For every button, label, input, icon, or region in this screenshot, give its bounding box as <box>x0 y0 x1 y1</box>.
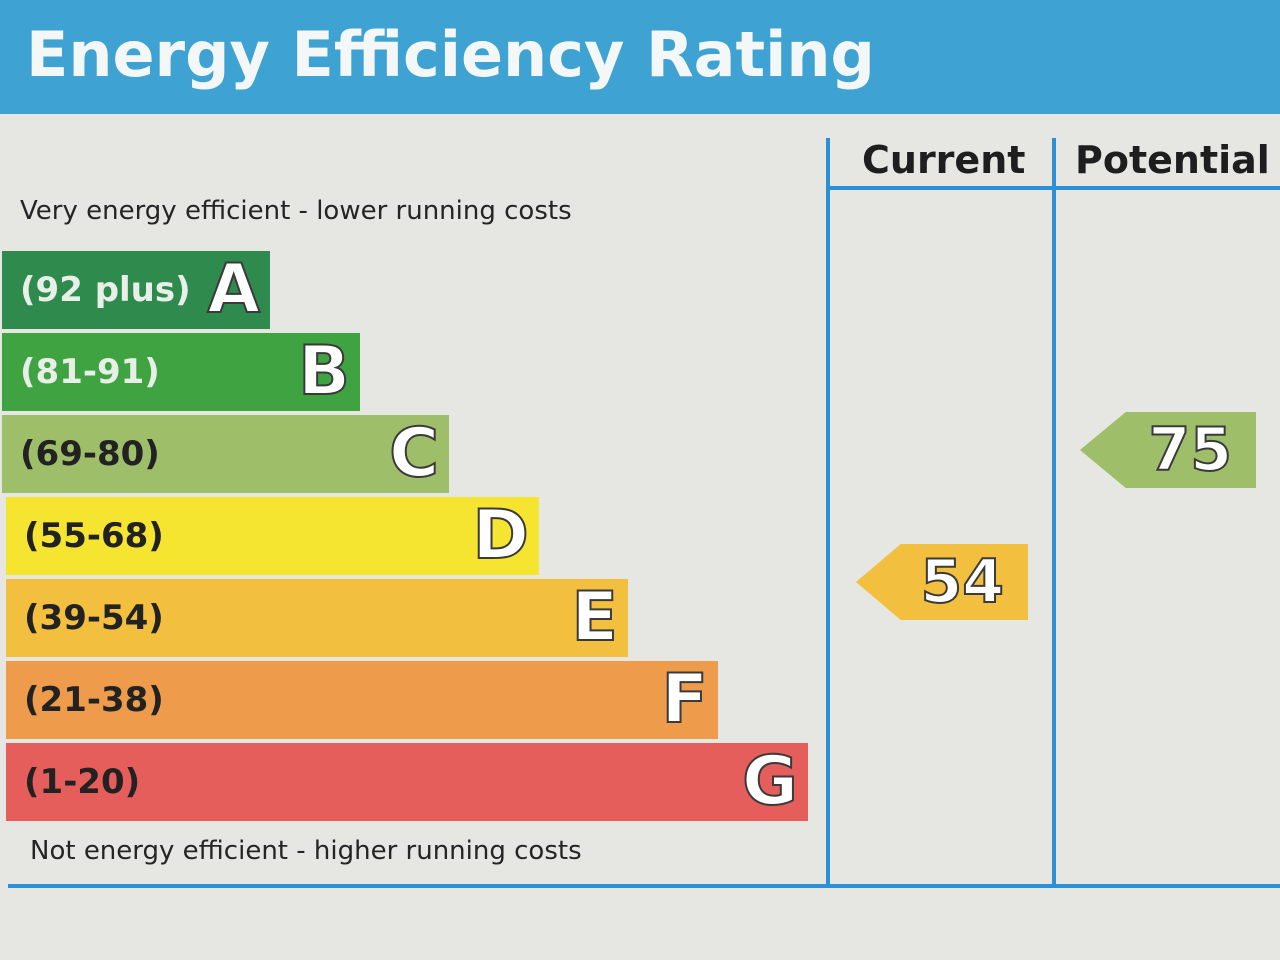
band-letter: C <box>388 414 440 493</box>
bottom-border <box>8 884 1280 888</box>
current-column-right-border <box>1052 138 1056 886</box>
column-header-underline <box>826 186 1280 190</box>
current-column-left-border <box>826 138 830 886</box>
band-g: (1-20) G <box>6 743 808 821</box>
band-e: (39-54) E <box>6 579 628 657</box>
band-f: (21-38) F <box>6 661 718 739</box>
band-letter: G <box>741 742 799 821</box>
band-letter: F <box>661 660 709 739</box>
band-b: (81-91) B <box>2 333 360 411</box>
band-range-label: (69-80) <box>20 434 160 474</box>
band-d: (55-68) D <box>6 497 539 575</box>
band-range-label: (55-68) <box>24 516 164 556</box>
top-caption: Very energy efficient - lower running co… <box>20 196 572 226</box>
band-range-label: (21-38) <box>24 680 164 720</box>
band-range-label: (39-54) <box>24 598 164 638</box>
band-letter: A <box>206 250 261 329</box>
potential-column-header: Potential <box>1075 138 1270 182</box>
band-letter: D <box>472 496 530 575</box>
header-bar: Energy Efficiency Rating <box>0 0 1280 114</box>
band-letter: E <box>571 578 619 657</box>
potential-rating-value: 75 <box>1148 415 1233 485</box>
band-range-label: (1-20) <box>24 762 141 802</box>
band-range-label: (81-91) <box>20 352 160 392</box>
band-range-label: (92 plus) <box>20 270 191 310</box>
band-letter: B <box>297 332 351 411</box>
band-c: (69-80) C <box>2 415 449 493</box>
bottom-caption: Not energy efficient - higher running co… <box>30 836 582 866</box>
chart-title: Energy Efficiency Rating <box>26 18 875 91</box>
current-column-header: Current <box>862 138 1026 182</box>
current-rating-value: 54 <box>920 547 1005 617</box>
band-a: (92 plus) A <box>2 251 270 329</box>
